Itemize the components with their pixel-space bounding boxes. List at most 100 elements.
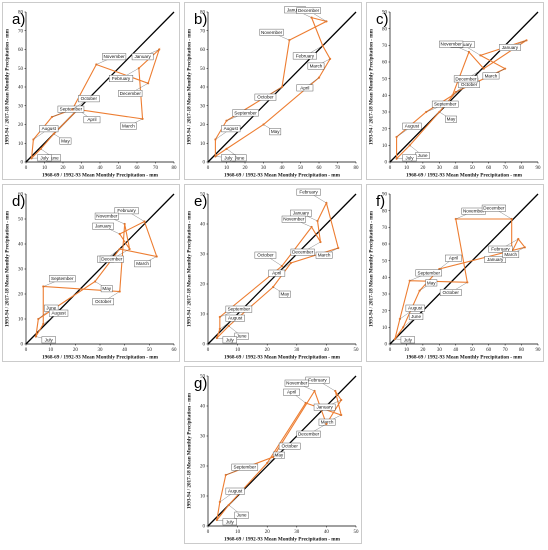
callout-label-march: March — [504, 252, 517, 257]
x-tick-label: 10 — [224, 166, 230, 171]
point-september — [224, 473, 227, 477]
y-tick-label: 60 — [200, 48, 206, 53]
callout-box — [94, 212, 119, 220]
callout-box — [114, 207, 139, 215]
callout-label-july: July — [40, 155, 49, 160]
callout-label-july: July — [224, 155, 233, 160]
x-tick-label: 90 — [536, 348, 542, 353]
callout-label-february: February — [112, 76, 131, 81]
callout-label-july: July — [405, 155, 414, 160]
callout-box — [78, 95, 100, 103]
y-tick-label: 50 — [18, 218, 24, 223]
callout-box — [499, 44, 521, 51]
callout-box — [59, 137, 72, 145]
callout-label-april: April — [272, 271, 281, 276]
x-axis-title: 1968-69 / 1992-93 Mean Monthly Precipita… — [406, 355, 523, 361]
callout-box — [225, 487, 245, 495]
callout-box — [269, 128, 282, 136]
y-tick-label: 0 — [203, 343, 206, 348]
callout-label-april: April — [449, 256, 458, 261]
callout-box — [481, 204, 506, 212]
x-tick-label: 0 — [207, 530, 210, 535]
x-tick-label: 40 — [122, 348, 128, 353]
x-tick-label: 30 — [437, 166, 443, 171]
callout-label-june: June — [46, 306, 56, 311]
callout-label-september: September — [228, 307, 251, 312]
x-tick-label: 10 — [42, 166, 48, 171]
callout-box — [439, 289, 462, 296]
callout-box — [405, 304, 425, 312]
callout-box — [296, 188, 321, 196]
callout-label-january: January — [502, 45, 519, 50]
callout-label-august: August — [42, 126, 57, 131]
callout-box — [402, 154, 417, 162]
y-tick-label: 40 — [200, 405, 206, 410]
y-axis-title: 1993-94 / 2017-18 Mean Monthly Precipita… — [369, 28, 375, 145]
callout-label-june: June — [237, 513, 247, 518]
x-axis-title: 1968-69 / 1992-93 Mean Monthly Precipita… — [224, 537, 341, 543]
panel-d: 00 10 10 20 20 30 30 40 40 50 50 60 60 January Februar… — [2, 184, 180, 362]
x-tick-label: 40 — [453, 166, 459, 171]
callout-label-august: August — [228, 489, 243, 494]
callout-label-april: April — [287, 390, 296, 395]
x-tick-label: 20 — [420, 348, 426, 353]
callout-label-january: January — [487, 257, 504, 262]
callout-label-may: May — [102, 286, 111, 291]
callout-box — [39, 125, 59, 133]
panel-label: c) — [376, 11, 389, 28]
x-tick-label: 50 — [354, 348, 360, 353]
point-march — [523, 246, 526, 249]
x-tick-label: 50 — [354, 530, 360, 535]
x-tick-label: 0 — [207, 166, 210, 171]
x-tick-label: 0 — [25, 348, 28, 353]
panel-frame — [2, 2, 180, 180]
callout-label-september: September — [434, 102, 457, 107]
callout-box — [292, 52, 317, 60]
callout-label-may: May — [447, 117, 456, 122]
callout-label-january: January — [316, 405, 333, 410]
panel-frame — [2, 184, 180, 362]
callout-label-december: December — [292, 250, 314, 255]
x-tick-label: 20 — [420, 166, 426, 171]
y-tick-label: 30 — [18, 104, 24, 109]
callout-label-october: October — [443, 290, 460, 295]
y-tick-label: 10 — [18, 142, 24, 147]
y-tick-label: 0 — [203, 161, 206, 166]
callout-box — [400, 336, 415, 344]
x-axis-title: 1968-69 / 1992-93 Mean Monthly Precipita… — [224, 355, 341, 361]
x-axis-title: 1968-69 / 1992-93 Mean Monthly Precipita… — [224, 173, 341, 179]
callout-label-september: September — [51, 276, 74, 281]
callout-label-august: August — [51, 311, 66, 316]
x-tick-label: 50 — [116, 166, 122, 171]
callout-label-january: January — [287, 7, 304, 12]
callout-box — [402, 122, 422, 130]
y-tick-label: 40 — [200, 223, 206, 228]
callout-label-july: July — [226, 519, 235, 524]
callout-label-august: August — [228, 316, 243, 321]
callout-label-october: October — [461, 82, 478, 87]
callout-label-january: January — [293, 211, 310, 216]
y-tick-label: 50 — [382, 77, 388, 82]
y-tick-label: 70 — [382, 44, 388, 49]
y-tick-label: 50 — [200, 67, 206, 72]
callout-label-may: May — [61, 139, 70, 144]
panel-f: 00 10 10 20 20 30 30 40 40 50 50 60 60 70 70 80 80 90 90 Ja… — [366, 184, 544, 362]
x-tick-label: 60 — [486, 348, 492, 353]
y-tick-label: 60 — [382, 61, 388, 66]
callout-label-may: May — [271, 129, 280, 134]
callout-box — [57, 105, 85, 113]
x-tick-label: 70 — [153, 166, 159, 171]
panel-c: 00 10 10 20 20 30 30 40 40 50 50 60 60 70 70 80 80 90 90 Ja… — [366, 2, 544, 180]
callout-label-august: August — [408, 306, 423, 311]
x-tick-label: 60 — [135, 166, 141, 171]
callout-label-september: September — [234, 465, 257, 470]
callout-label-november: November — [463, 209, 485, 214]
x-tick-label: 70 — [335, 166, 341, 171]
y-tick-label: 50 — [18, 67, 24, 72]
y-tick-label: 10 — [382, 144, 388, 149]
callout-label-december: December — [120, 91, 142, 96]
callout-label-november: November — [441, 42, 463, 47]
y-tick-label: 60 — [18, 48, 24, 53]
x-tick-label: 40 — [324, 530, 330, 535]
x-tick-label: 50 — [470, 348, 476, 353]
